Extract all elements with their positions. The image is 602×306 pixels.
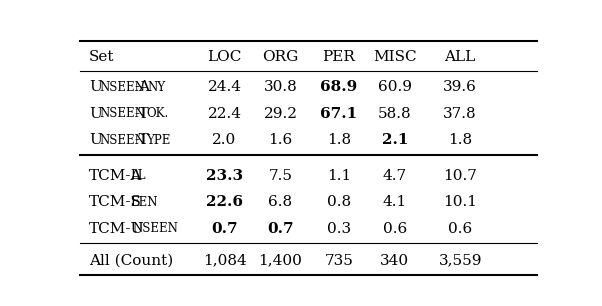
Text: 735: 735 [324, 254, 353, 268]
Text: 0.7: 0.7 [211, 222, 238, 236]
Text: All (Count): All (Count) [89, 254, 173, 268]
Text: ALL: ALL [444, 50, 476, 64]
Text: ORG: ORG [262, 50, 299, 64]
Text: 10.7: 10.7 [443, 169, 477, 183]
Text: Set: Set [89, 50, 115, 64]
Text: NSEEN: NSEEN [99, 107, 145, 120]
Text: -T: -T [135, 107, 149, 121]
Text: 1,084: 1,084 [203, 254, 246, 268]
Text: 30.8: 30.8 [264, 80, 297, 94]
Text: 0.7: 0.7 [267, 222, 294, 236]
Text: 22.4: 22.4 [208, 107, 241, 121]
Text: 6.8: 6.8 [268, 195, 293, 209]
Text: -T: -T [135, 133, 149, 147]
Text: EEN: EEN [130, 196, 158, 209]
Text: 37.8: 37.8 [443, 107, 477, 121]
Text: 0.6: 0.6 [448, 222, 473, 236]
Text: 1.8: 1.8 [448, 133, 472, 147]
Text: 0.8: 0.8 [327, 195, 351, 209]
Text: NY: NY [147, 81, 166, 94]
Text: 68.9: 68.9 [320, 80, 358, 94]
Text: 1.1: 1.1 [327, 169, 351, 183]
Text: 22.6: 22.6 [206, 195, 243, 209]
Text: -A: -A [135, 80, 151, 94]
Text: 3,559: 3,559 [438, 254, 482, 268]
Text: LL: LL [131, 170, 146, 182]
Text: 10.1: 10.1 [443, 195, 477, 209]
Text: 0.6: 0.6 [383, 222, 407, 236]
Text: 340: 340 [380, 254, 409, 268]
Text: 58.8: 58.8 [378, 107, 412, 121]
Text: 2.1: 2.1 [382, 133, 408, 147]
Text: 24.4: 24.4 [208, 80, 241, 94]
Text: YPE: YPE [146, 134, 170, 147]
Text: 2.0: 2.0 [213, 133, 237, 147]
Text: 23.3: 23.3 [206, 169, 243, 183]
Text: MISC: MISC [373, 50, 417, 64]
Text: 4.1: 4.1 [383, 195, 407, 209]
Text: TCM-S: TCM-S [89, 195, 142, 209]
Text: U: U [89, 107, 102, 121]
Text: U: U [89, 133, 102, 147]
Text: 4.7: 4.7 [383, 169, 407, 183]
Text: 60.9: 60.9 [378, 80, 412, 94]
Text: U: U [89, 80, 102, 94]
Text: NSEEN: NSEEN [132, 222, 178, 235]
Text: 7.5: 7.5 [268, 169, 293, 183]
Text: OK.: OK. [146, 107, 169, 120]
Text: NSEEN: NSEEN [99, 134, 145, 147]
Text: PER: PER [323, 50, 355, 64]
Text: 67.1: 67.1 [320, 107, 358, 121]
Text: LOC: LOC [207, 50, 242, 64]
Text: NSEEN: NSEEN [99, 81, 145, 94]
Text: 0.3: 0.3 [327, 222, 351, 236]
Text: 39.6: 39.6 [443, 80, 477, 94]
Text: 1.8: 1.8 [327, 133, 351, 147]
Text: TCM-A: TCM-A [89, 169, 143, 183]
Text: 29.2: 29.2 [264, 107, 297, 121]
Text: 1.6: 1.6 [268, 133, 293, 147]
Text: TCM-U: TCM-U [89, 222, 144, 236]
Text: 1,400: 1,400 [259, 254, 302, 268]
